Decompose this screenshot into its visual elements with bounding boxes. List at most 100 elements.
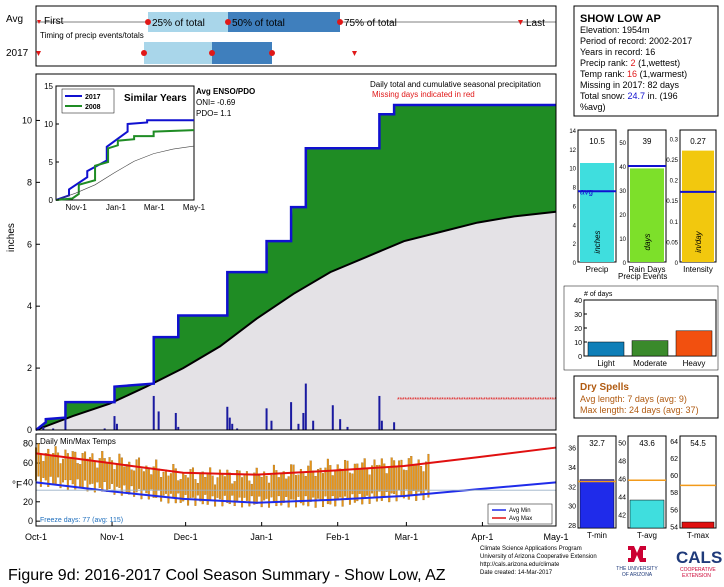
daily-temp-range-bar <box>236 470 239 501</box>
temp-summary-bar-t-avg <box>629 499 665 529</box>
missing-day-marker: * <box>424 397 427 404</box>
cals-sub-2: EXTENSION <box>682 573 711 579</box>
ua-text-1: THE UNIVERSITY <box>616 566 658 572</box>
figure-caption: Figure 9d: 2016-2017 Cool Season Summary… <box>8 567 446 584</box>
precip-event-tick-label-2: 0.15 <box>666 199 678 205</box>
missing-day-marker: * <box>549 397 552 404</box>
missing-day-marker: * <box>517 397 520 404</box>
legend-avg-min: Avg Min <box>509 508 531 514</box>
daily-temp-range-bar <box>49 454 52 477</box>
main-ylabel: inches <box>6 223 17 252</box>
station-info-box: SHOW LOW AP Elevation: 1954m Period of r… <box>573 5 719 117</box>
main-y-tick-label: 6 <box>27 239 32 249</box>
spells-background <box>563 285 719 371</box>
missing-day-marker: * <box>510 397 513 404</box>
similar-line-average <box>55 145 195 201</box>
similar-y-tick-label: 5 <box>49 158 54 167</box>
daily-precip-bar <box>113 416 116 430</box>
daily-temp-range-bar <box>115 464 118 487</box>
missing-day-marker: * <box>434 397 437 404</box>
timing-2017-last <box>352 51 357 56</box>
similar-x-tick-label: Nov-1 <box>66 203 88 212</box>
similar-title: Similar Years <box>124 93 187 104</box>
daily-temp-range-bar <box>169 473 172 494</box>
temps-frame <box>35 433 557 527</box>
footer-line2: University of Arizona Cooperative Extens… <box>480 554 597 560</box>
daily-temp-range-bar <box>223 476 226 496</box>
dry-spells-frame <box>573 375 719 419</box>
missing-day-marker: * <box>436 397 439 404</box>
spell-bar-light <box>587 341 625 357</box>
daily-temp-range-bar <box>371 465 374 494</box>
daily-temp-range-bar <box>74 451 77 490</box>
temp-summary-tick-label-2: 60 <box>670 473 678 480</box>
missing-day-marker: * <box>458 397 461 404</box>
missing-day-marker: * <box>412 397 415 404</box>
daily-temp-range-bar <box>59 463 62 489</box>
footer-line1: Climate Science Applications Program <box>480 546 582 552</box>
x-tick-label: Dec-1 <box>174 532 198 542</box>
similar-x-tick-label: Mar-1 <box>144 203 165 212</box>
daily-temp-range-bar <box>407 458 410 500</box>
legend-text-2008: 2008 <box>85 104 101 111</box>
daily-temp-range-bar <box>39 454 42 487</box>
daily-temp-range-bar <box>307 465 310 507</box>
precip-event-tick-label-1: 10 <box>619 237 626 243</box>
timing-title: Timing of precip events/totals <box>40 31 144 40</box>
missing-day-marker: * <box>534 397 537 404</box>
precip-event-bar-rain-days <box>630 168 664 262</box>
temp-summary-bar-t-max <box>681 521 715 529</box>
missing-day-marker: * <box>498 397 501 404</box>
missing-day-marker: * <box>488 397 491 404</box>
timing-2017-first <box>36 51 41 56</box>
footer-credits: Climate Science Applications Program Uni… <box>480 546 597 576</box>
daily-temp-range-bar <box>174 468 177 504</box>
main-y-tick-label: 10 <box>22 115 32 125</box>
daily-temp-range-bar <box>268 482 271 508</box>
precip-event-tick-label-2: 0.3 <box>670 137 679 143</box>
temps-ylabel: °F <box>12 480 22 491</box>
daily-temp-range-bar <box>147 469 150 500</box>
temp-summary-tick-label-2: 58 <box>670 490 678 497</box>
daily-precip-bar <box>378 395 381 430</box>
precip-event-tick-label-0: 12 <box>569 148 576 154</box>
spells-tick-label: 30 <box>574 312 582 319</box>
precip-event-tick-label-2: 0.1 <box>670 220 679 226</box>
daily-temp-range-bar <box>295 475 298 508</box>
enso-pdo: PDO= 1.1 <box>196 109 232 118</box>
daily-temp-range-bar <box>270 474 273 498</box>
missing-day-marker: * <box>463 397 466 404</box>
timing-2017-bar-early <box>144 42 212 64</box>
daily-temp-range-bar <box>412 464 415 491</box>
missing-day-marker: * <box>397 397 400 404</box>
daily-temp-range-bar <box>255 467 258 504</box>
daily-temp-range-bar <box>57 452 60 478</box>
daily-temp-range-bar <box>366 468 369 496</box>
daily-temp-range-bar <box>93 461 96 493</box>
daily-temp-range-bar <box>275 470 278 507</box>
precip-event-label-0: Precip <box>586 265 609 274</box>
missing-day-marker: * <box>493 397 496 404</box>
daily-temp-range-bar <box>341 469 344 507</box>
daily-temp-range-bar <box>182 472 185 502</box>
missing-day-marker: * <box>483 397 486 404</box>
daily-precip-bar <box>331 405 334 430</box>
timing-25-label: 25% of total <box>152 18 205 29</box>
daily-temp-range-bar <box>317 469 320 499</box>
missing-day-marker: * <box>456 397 459 404</box>
daily-temp-range-bar <box>135 459 138 493</box>
daily-temp-range-bar <box>329 465 332 505</box>
daily-temp-range-bar <box>383 463 386 498</box>
daily-temp-range-bar <box>44 453 47 481</box>
daily-temp-range-bar <box>66 453 69 490</box>
precip-event-label-1: Rain Days <box>629 265 666 274</box>
daily-temp-range-bar <box>319 467 322 501</box>
spells-tick-label: 20 <box>574 326 582 333</box>
daily-temp-range-bar <box>402 469 405 499</box>
main-frame <box>35 73 557 431</box>
daily-temp-range-bar <box>405 470 408 490</box>
main-y-tick-label: 0 <box>27 425 32 435</box>
daily-precip-bar <box>231 423 234 430</box>
university-of-arizona-logo: THE UNIVERSITY OF ARIZONA <box>616 546 658 578</box>
daily-temp-range-bar <box>64 449 67 481</box>
